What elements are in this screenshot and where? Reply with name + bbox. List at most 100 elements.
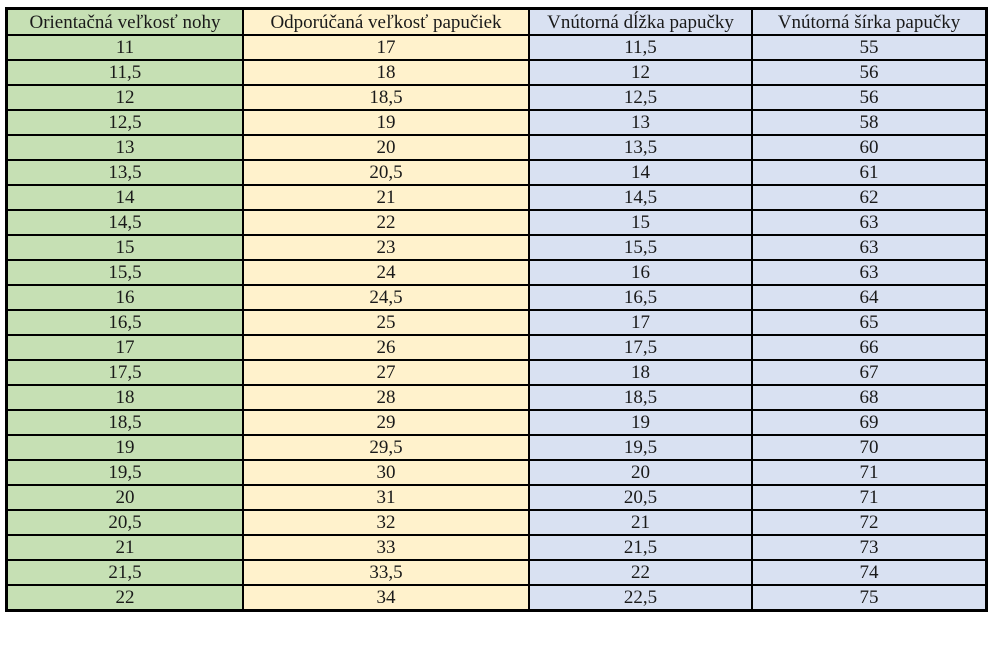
table-row: 19 29,5 19,5 70	[5, 434, 988, 461]
recommended-size-cell: 27	[242, 359, 530, 386]
inner-length-cell: 14	[528, 159, 753, 186]
table-row: 11,5 18 12 56	[5, 59, 988, 86]
inner-length-cell: 20	[528, 459, 753, 486]
foot-size-cell: 12	[5, 84, 244, 111]
foot-size-cell: 21	[5, 534, 244, 561]
table-row: 12 18,5 12,5 56	[5, 84, 988, 111]
inner-width-cell: 70	[751, 434, 988, 461]
inner-length-cell: 17,5	[528, 334, 753, 361]
recommended-size-cell: 31	[242, 484, 530, 511]
foot-size-cell: 18	[5, 384, 244, 411]
table-row: 21,5 33,5 22 74	[5, 559, 988, 586]
inner-length-cell: 19	[528, 409, 753, 436]
table-row: 13,5 20,5 14 61	[5, 159, 988, 186]
table-row: 15 23 15,5 63	[5, 234, 988, 261]
recommended-size-cell: 22	[242, 209, 530, 236]
inner-length-cell: 22	[528, 559, 753, 586]
foot-size-cell: 16,5	[5, 309, 244, 336]
recommended-size-cell: 28	[242, 384, 530, 411]
foot-size-cell: 11,5	[5, 59, 244, 86]
foot-size-cell: 15,5	[5, 259, 244, 286]
inner-length-cell: 16,5	[528, 284, 753, 311]
inner-length-cell: 21,5	[528, 534, 753, 561]
inner-length-cell: 18	[528, 359, 753, 386]
recommended-size-cell: 20,5	[242, 159, 530, 186]
inner-width-cell: 74	[751, 559, 988, 586]
table-row: 13 20 13,5 60	[5, 134, 988, 161]
inner-width-cell: 67	[751, 359, 988, 386]
inner-width-cell: 56	[751, 84, 988, 111]
inner-width-cell: 75	[751, 584, 988, 612]
inner-length-cell: 14,5	[528, 184, 753, 211]
foot-size-cell: 13,5	[5, 159, 244, 186]
foot-size-cell: 11	[5, 34, 244, 61]
foot-size-cell: 17	[5, 334, 244, 361]
table-row: 21 33 21,5 73	[5, 534, 988, 561]
inner-length-cell: 18,5	[528, 384, 753, 411]
header-row: Orientačná veľkosť nohy Odporúčaná veľko…	[5, 7, 988, 36]
table-row: 11 17 11,5 55	[5, 34, 988, 61]
recommended-size-cell: 30	[242, 459, 530, 486]
inner-width-cell: 58	[751, 109, 988, 136]
inner-width-cell: 71	[751, 459, 988, 486]
inner-width-cell: 69	[751, 409, 988, 436]
recommended-size-cell: 32	[242, 509, 530, 536]
inner-width-cell: 55	[751, 34, 988, 61]
table-row: 17 26 17,5 66	[5, 334, 988, 361]
inner-width-cell: 63	[751, 234, 988, 261]
recommended-size-cell: 23	[242, 234, 530, 261]
recommended-size-cell: 18,5	[242, 84, 530, 111]
foot-size-cell: 14,5	[5, 209, 244, 236]
inner-length-cell: 17	[528, 309, 753, 336]
inner-length-cell: 12	[528, 59, 753, 86]
inner-width-cell: 60	[751, 134, 988, 161]
inner-length-cell: 15	[528, 209, 753, 236]
inner-length-cell: 20,5	[528, 484, 753, 511]
inner-width-cell: 63	[751, 259, 988, 286]
inner-width-cell: 73	[751, 534, 988, 561]
inner-width-cell: 64	[751, 284, 988, 311]
table-row: 14,5 22 15 63	[5, 209, 988, 236]
recommended-size-cell: 24	[242, 259, 530, 286]
foot-size-cell: 13	[5, 134, 244, 161]
table-row: 20,5 32 21 72	[5, 509, 988, 536]
foot-size-cell: 15	[5, 234, 244, 261]
inner-length-cell: 13	[528, 109, 753, 136]
table-row: 22 34 22,5 75	[5, 584, 988, 612]
inner-length-cell: 16	[528, 259, 753, 286]
inner-width-cell: 65	[751, 309, 988, 336]
inner-width-cell: 62	[751, 184, 988, 211]
foot-size-cell: 20,5	[5, 509, 244, 536]
inner-length-cell: 15,5	[528, 234, 753, 261]
recommended-size-cell: 25	[242, 309, 530, 336]
recommended-size-cell: 21	[242, 184, 530, 211]
inner-width-cell: 66	[751, 334, 988, 361]
recommended-size-cell: 17	[242, 34, 530, 61]
recommended-size-cell: 24,5	[242, 284, 530, 311]
recommended-size-cell: 18	[242, 59, 530, 86]
foot-size-cell: 19,5	[5, 459, 244, 486]
foot-size-cell: 18,5	[5, 409, 244, 436]
header-foot-size: Orientačná veľkosť nohy	[5, 7, 244, 36]
foot-size-cell: 17,5	[5, 359, 244, 386]
inner-width-cell: 68	[751, 384, 988, 411]
table-row: 16 24,5 16,5 64	[5, 284, 988, 311]
foot-size-cell: 14	[5, 184, 244, 211]
table-row: 19,5 30 20 71	[5, 459, 988, 486]
table-row: 20 31 20,5 71	[5, 484, 988, 511]
foot-size-cell: 16	[5, 284, 244, 311]
recommended-size-cell: 34	[242, 584, 530, 612]
foot-size-cell: 20	[5, 484, 244, 511]
table-row: 15,5 24 16 63	[5, 259, 988, 286]
inner-length-cell: 12,5	[528, 84, 753, 111]
foot-size-cell: 22	[5, 584, 244, 612]
table-row: 12,5 19 13 58	[5, 109, 988, 136]
foot-size-cell: 21,5	[5, 559, 244, 586]
inner-length-cell: 11,5	[528, 34, 753, 61]
inner-length-cell: 19,5	[528, 434, 753, 461]
inner-length-cell: 21	[528, 509, 753, 536]
inner-length-cell: 22,5	[528, 584, 753, 612]
table-row: 16,5 25 17 65	[5, 309, 988, 336]
table-row: 18,5 29 19 69	[5, 409, 988, 436]
foot-size-cell: 12,5	[5, 109, 244, 136]
